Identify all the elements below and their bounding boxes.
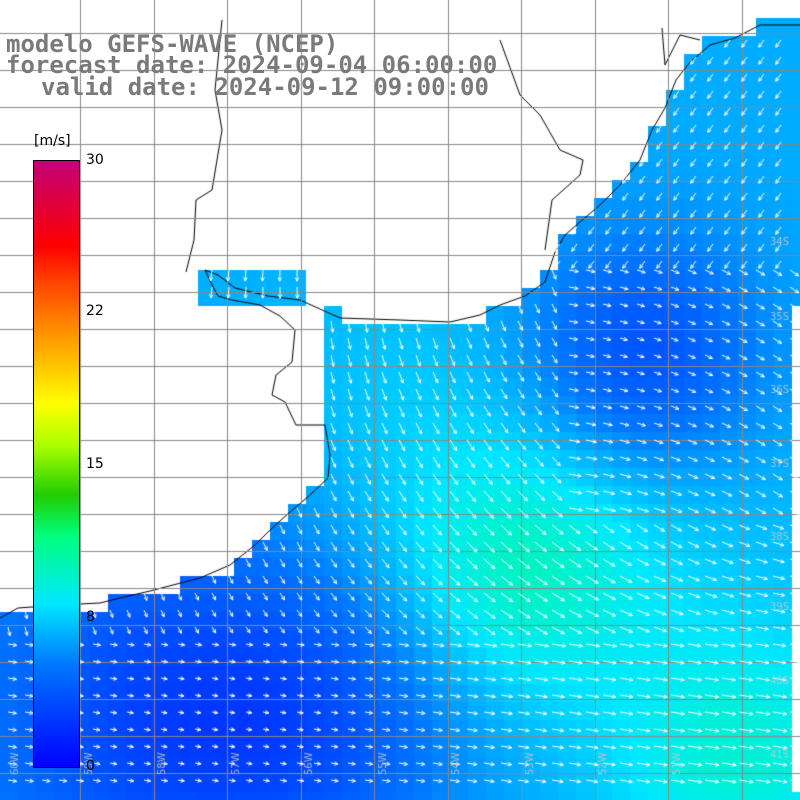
- forecast-date: forecast date: 2024-09-04 06:00:00: [6, 51, 498, 79]
- colorbar-tick-30: 30: [86, 152, 104, 168]
- colorbar: [33, 160, 80, 768]
- colorbar-tick-15: 15: [86, 456, 104, 472]
- model-title: modelo GEFS-WAVE (NCEP): [6, 30, 339, 58]
- valid-date: valid date: 2024-09-12 09:00:00: [41, 73, 489, 101]
- colorbar-tick-22: 22: [86, 303, 104, 319]
- colorbar-tick-0: 0: [86, 758, 95, 774]
- colorbar-tick-8: 8: [86, 609, 95, 625]
- colorbar-unit: [m/s]: [34, 133, 71, 149]
